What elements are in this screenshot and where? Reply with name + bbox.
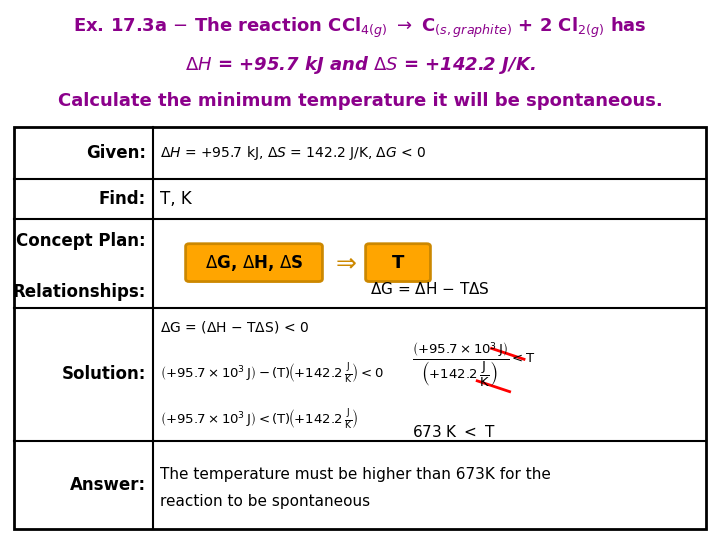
Text: Ex. 17.3a $-$ The reaction CCl$_{4(g)}$ $\rightarrow$ C$_{(s, graphite)}$ + 2 Cl: Ex. 17.3a $-$ The reaction CCl$_{4(g)}$ … (73, 16, 647, 40)
Text: Answer:: Answer: (70, 476, 146, 494)
Text: Calculate the minimum temperature it will be spontaneous.: Calculate the minimum temperature it wil… (58, 92, 662, 110)
Text: 673 K $<$ T: 673 K $<$ T (413, 424, 496, 440)
Text: The temperature must be higher than 673K for the: The temperature must be higher than 673K… (161, 467, 552, 482)
Text: $\dfrac{\left(+95.7\times10^{3}\,\mathrm{J}\right)}{\left(+142.2\,\dfrac{\mathrm: $\dfrac{\left(+95.7\times10^{3}\,\mathrm… (413, 340, 536, 389)
Text: $\left(+95.7\times10^{3}\,\mathrm{J}\right)-\left(\mathrm{T}\right)\!\left(+142.: $\left(+95.7\times10^{3}\,\mathrm{J}\rig… (161, 362, 384, 386)
Text: reaction to be spontaneous: reaction to be spontaneous (161, 494, 371, 509)
Text: T: T (392, 254, 404, 272)
Text: $\Delta$G, $\Delta$H, $\Delta$S: $\Delta$G, $\Delta$H, $\Delta$S (204, 253, 303, 273)
Text: $\left(+95.7\times10^{3}\,\mathrm{J}\right)<\left(\mathrm{T}\right)\!\left(+142.: $\left(+95.7\times10^{3}\,\mathrm{J}\rig… (161, 408, 359, 432)
Text: Find:: Find: (99, 190, 146, 208)
Text: $\Delta H$ = +95.7 kJ, $\Delta S$ = 142.2 J/K, $\Delta G$ < 0: $\Delta H$ = +95.7 kJ, $\Delta S$ = 142.… (161, 144, 427, 162)
Text: Given:: Given: (86, 144, 146, 162)
Text: $\Rightarrow$: $\Rightarrow$ (330, 251, 357, 275)
Text: Solution:: Solution: (62, 366, 146, 383)
Text: Relationships:: Relationships: (13, 283, 146, 301)
Text: $\Delta$G = $\Delta$H $-$ T$\Delta$S: $\Delta$G = $\Delta$H $-$ T$\Delta$S (369, 281, 490, 297)
Text: $\Delta$G = ($\Delta$H $-$ T$\Delta$S) < 0: $\Delta$G = ($\Delta$H $-$ T$\Delta$S) <… (161, 319, 310, 335)
Text: Concept Plan:: Concept Plan: (17, 232, 146, 250)
Text: $\Delta H$ = +95.7 kJ and $\Delta S$ = +142.2 J/K.: $\Delta H$ = +95.7 kJ and $\Delta S$ = +… (184, 54, 536, 76)
Text: T, K: T, K (161, 190, 192, 208)
